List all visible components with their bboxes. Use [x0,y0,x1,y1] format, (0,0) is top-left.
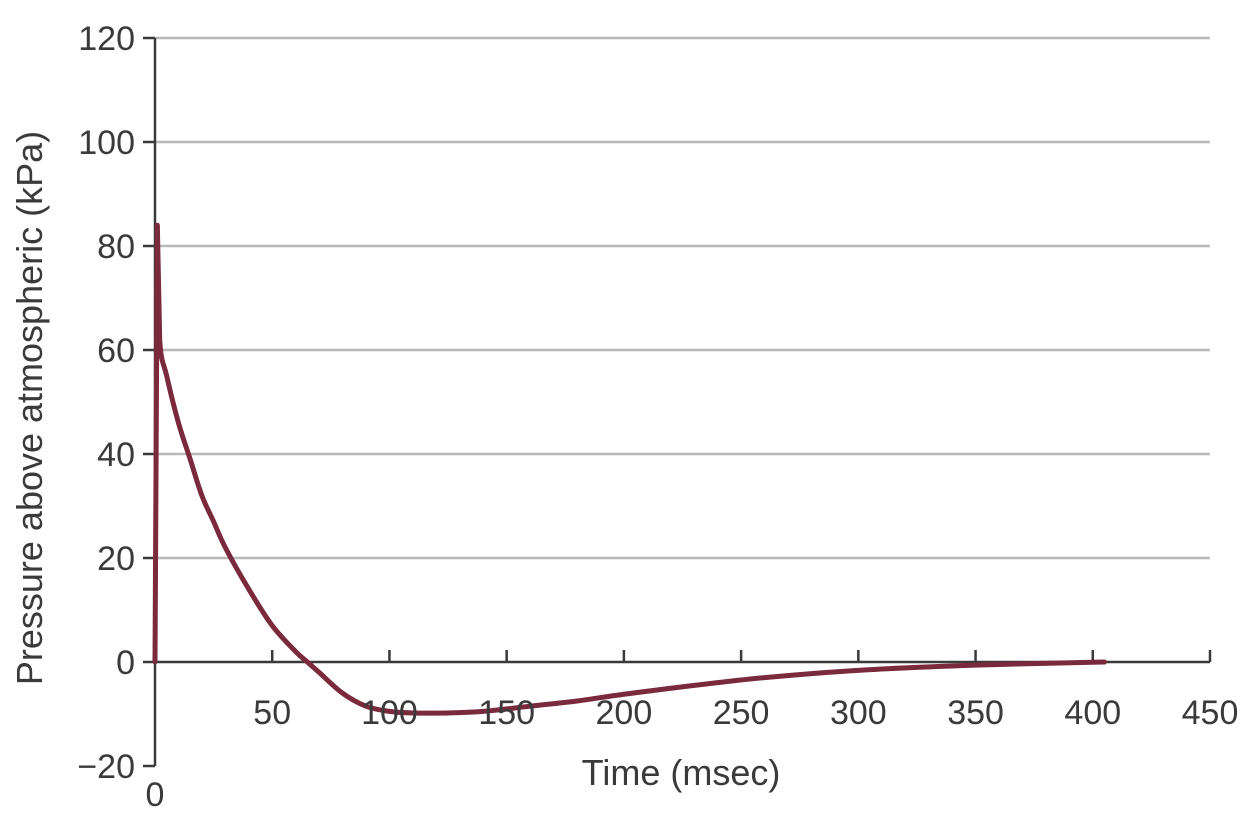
x-tick-label: 350 [947,694,1004,732]
y-tick-label: 120 [78,20,135,58]
x-origin-label: 0 [146,776,165,814]
x-tick-label: 100 [361,694,418,732]
y-tick-label: 0 [116,644,135,682]
y-tick-label: −20 [77,748,135,786]
x-tick-label: 50 [253,694,291,732]
tick-labels: −20 0 20 40 60 80 100 120 50 100 150 200 250 300 350 40… [77,20,1238,814]
x-axis-title: Time (msec) [582,752,781,793]
x-tick-label: 200 [596,694,653,732]
x-tick-label: 150 [478,694,535,732]
y-tick-label: 20 [97,540,135,578]
y-tick-label: 100 [78,124,135,162]
y-axis-title: Pressure above atmospheric (kPa) [9,131,50,685]
x-tick-label: 300 [830,694,887,732]
series-layer [152,222,1107,716]
x-tick-label: 400 [1064,694,1121,732]
gridlines [155,36,1210,560]
pressure-curve-line [152,222,1107,716]
x-tick-label: 250 [713,694,770,732]
x-tick-label: 450 [1182,694,1239,732]
y-tick-label: 40 [97,436,135,474]
y-tick-label: 60 [97,332,135,370]
y-tick-label: 80 [97,228,135,266]
